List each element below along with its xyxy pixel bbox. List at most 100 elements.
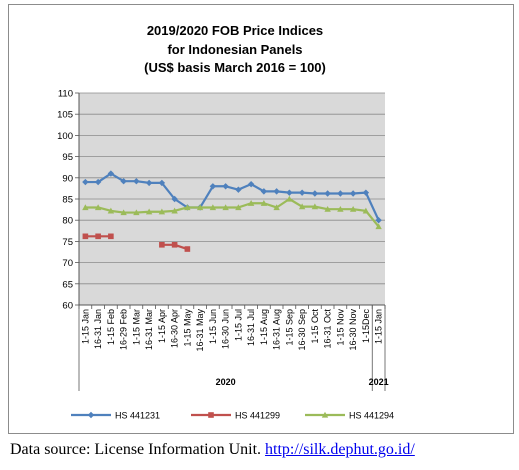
data-point [298,203,306,210]
x-tick-label: 1-15 Jan [374,309,384,344]
data-point [298,189,306,196]
x-tick-label: 16-31 May [195,309,205,352]
series-hs-441294 [82,195,382,230]
y-tick-label: 105 [57,110,73,121]
data-point [82,233,89,240]
data-point [362,207,370,214]
data-point [375,217,382,224]
y-tick-label: 60 [62,301,73,312]
x-tick-label: 16-31 Oct [323,309,333,349]
data-point [324,205,331,212]
data-point [349,190,357,197]
data-point [311,203,319,210]
x-tick-label: 1-15 Jun [208,309,218,344]
data-point [94,204,102,211]
legend-item: HS 441299 [191,411,280,421]
x-tick-label: 1-15Dec [361,309,371,344]
data-point [133,177,140,185]
chart-title-line: 2019/2020 FOB Price Indices [147,23,323,38]
y-tick-label: 85 [62,195,73,206]
x-axis-ticks: 1-15 Jan 16-31 Jan 1-15 Feb 16-29 Feb 1-15 M… [78,305,389,391]
chart-title-line: for Indonesian Panels [167,42,302,57]
x-tick-label: 1-15 Nov [335,309,345,346]
data-point [184,246,191,252]
data-point [349,205,357,212]
data-point [158,179,166,187]
year-label: 2021 [369,377,389,387]
x-tick-label: 1-15 Feb [106,309,116,345]
data-point [82,204,89,211]
legend-marker [87,411,95,419]
data-point [159,241,165,248]
data-point [184,204,191,211]
y-tick-label: 65 [62,279,73,290]
x-tick-label: 1-15 Mar [131,309,141,345]
data-point [171,207,178,214]
x-tick-label: 16-29 Feb [119,309,129,350]
data-point [94,178,102,186]
legend-label: HS 441299 [235,411,280,421]
data-point [247,200,255,206]
legend-marker [321,411,329,418]
grid-lines [79,92,385,306]
x-tick-label: 16-31 Jan [93,309,103,349]
data-point [235,204,242,211]
series-line [85,197,380,228]
x-tick-label: 16-30 Jun [221,309,231,349]
x-tick-label: 16-31 Jul [246,309,256,346]
data-source-note: Data source: License Information Unit. h… [10,441,415,459]
data-point [286,195,293,202]
data-point [171,195,178,203]
x-tick-label: 16-30 Apr [170,309,180,348]
y-axis-ticks: 60 65 70 75 80 85 90 95 100 105 110 [57,89,79,312]
x-tick-label: 16-31 Mar [144,309,154,350]
data-point [286,189,293,196]
y-tick-label: 110 [58,89,73,100]
y-tick-label: 75 [62,237,73,248]
chart-canvas: 2019/2020 FOB Price Indices for Indonesia… [57,23,394,421]
data-point [311,190,319,197]
data-point [145,179,153,187]
data-source-link[interactable]: http://silk.dephut.go.id/ [265,441,415,458]
y-tick-label: 80 [62,216,73,227]
x-tick-label: 1-15 Jul [233,309,243,341]
legend-marker [208,412,214,418]
data-point [235,186,242,193]
data-point [145,208,153,215]
y-tick-label: 100 [57,131,73,142]
data-point [209,183,217,190]
data-point [209,204,217,211]
data-point [260,188,268,195]
data-point [324,190,331,197]
legend: HS 441231 HS 441299 HS 441294 [71,411,394,421]
data-point [171,241,178,248]
legend-item: HS 441231 [71,411,160,421]
legend-label: HS 441294 [349,411,394,421]
chart-title-line: (US$ basis March 2016 = 100) [144,60,326,75]
data-point [260,200,268,206]
data-point [362,189,370,196]
x-tick-label: 16-30 Sep [297,309,307,351]
data-point [120,177,127,185]
data-point [133,209,140,216]
data-point [222,183,229,190]
data-point [375,223,382,230]
data-point [196,204,204,211]
data-point [107,170,115,177]
data-point [95,233,101,240]
series-hs-441299 [82,233,191,252]
series-hs-441231 [82,170,382,224]
y-tick-label: 90 [62,173,73,184]
series-lines [82,170,382,252]
x-tick-label: 1-15 Aug [259,309,269,345]
data-point [107,207,115,214]
chart-title: 2019/2020 FOB Price Indices for Indonesia… [144,23,326,75]
y-tick-label: 70 [62,258,73,269]
legend-item: HS 441294 [305,411,394,421]
x-tick-label: 1-15 Sep [284,309,294,346]
data-point [247,180,255,188]
x-tick-label: 16-31 Aug [272,309,282,350]
chart-frame: 2019/2020 FOB Price Indices for Indonesia… [8,4,514,434]
x-tick-label: 1-15 May [182,309,192,347]
x-tick-label: 1-15 Oct [310,309,320,344]
